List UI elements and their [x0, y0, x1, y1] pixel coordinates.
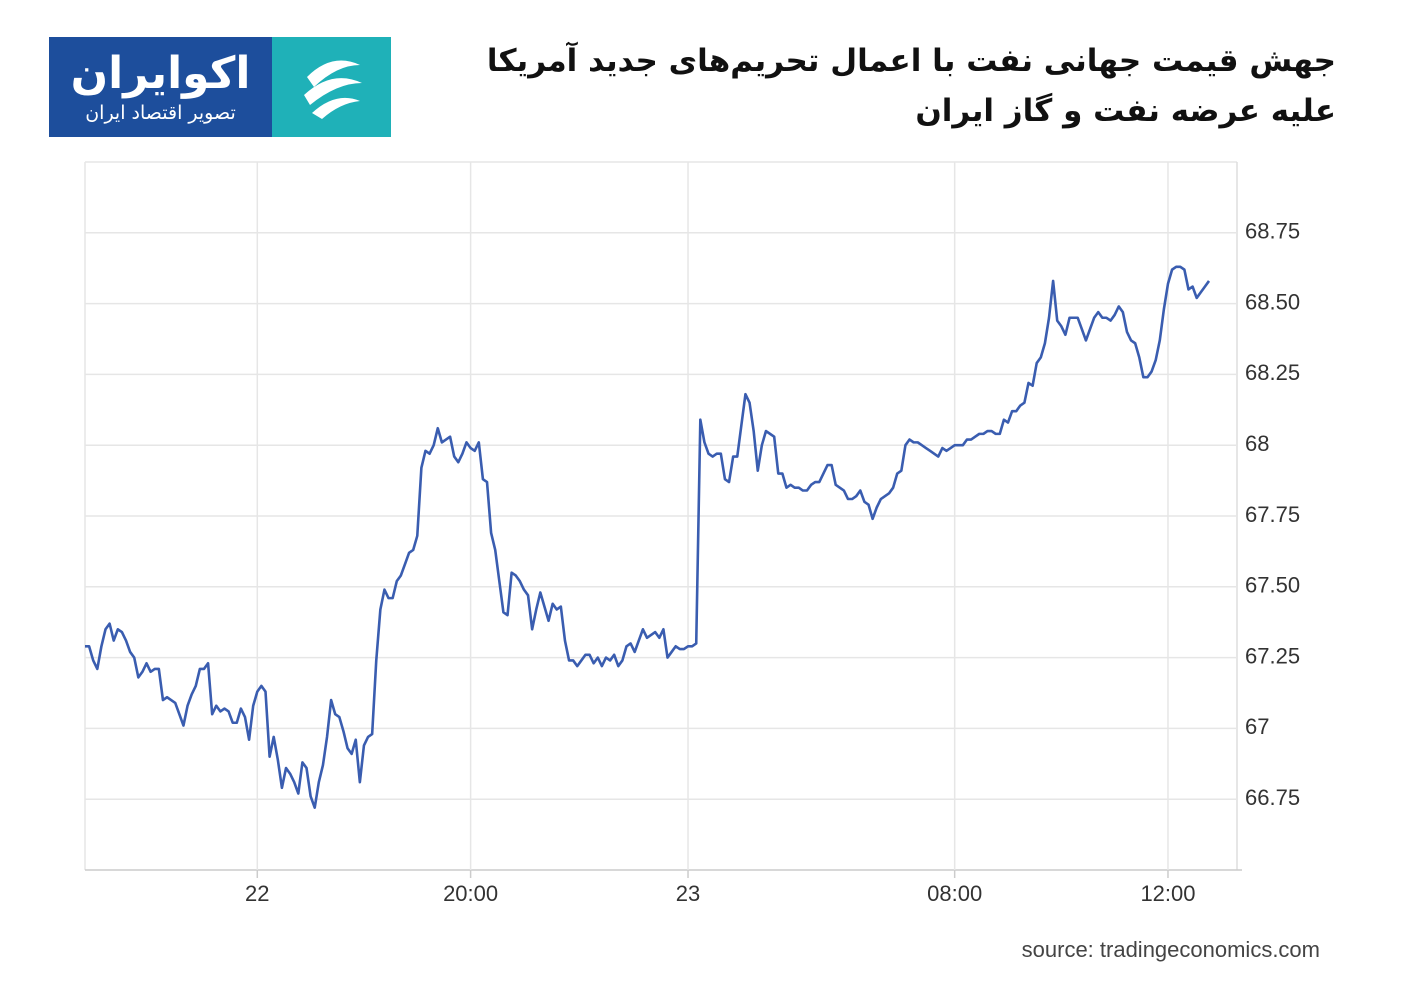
source: source: tradingeconomics.com — [1022, 937, 1320, 962]
logo-icon-box — [272, 37, 391, 137]
x-tick-label: 23 — [676, 881, 700, 906]
y-tick-label: 68.50 — [1245, 289, 1300, 314]
title-line: جهش قیمت جهانی نفت با اعمال تحریم‌های جد… — [486, 43, 1336, 79]
x-tick-label: 20:00 — [443, 881, 498, 906]
y-tick-label: 66.75 — [1245, 785, 1300, 810]
title-line: علیه عرضه نفت و گاز ایران — [915, 93, 1336, 129]
logo-text-box: اکوایران تصویر اقتصاد ایران — [49, 37, 272, 137]
y-tick-label: 67 — [1245, 714, 1269, 739]
logo-name: اکوایران — [70, 48, 251, 99]
title: جهش قیمت جهانی نفت با اعمال تحریم‌های جد… — [436, 36, 1336, 136]
x-tick-label: 12:00 — [1140, 881, 1195, 906]
y-tick-label: 67.75 — [1245, 502, 1300, 527]
logo: اکوایران تصویر اقتصاد ایران — [49, 37, 391, 137]
y-tick-label: 68.75 — [1245, 219, 1300, 244]
logo-tagline: تصویر اقتصاد ایران — [85, 102, 236, 124]
y-tick-label: 67.50 — [1245, 573, 1300, 598]
price-line — [85, 265, 1211, 809]
y-tick-label: 67.25 — [1245, 643, 1300, 668]
y-tick-label: 68.25 — [1245, 360, 1300, 385]
logo-icon — [303, 60, 362, 119]
x-tick-label: 22 — [245, 881, 269, 906]
x-tick-label: 08:00 — [927, 881, 982, 906]
y-tick-label: 68 — [1245, 431, 1269, 456]
